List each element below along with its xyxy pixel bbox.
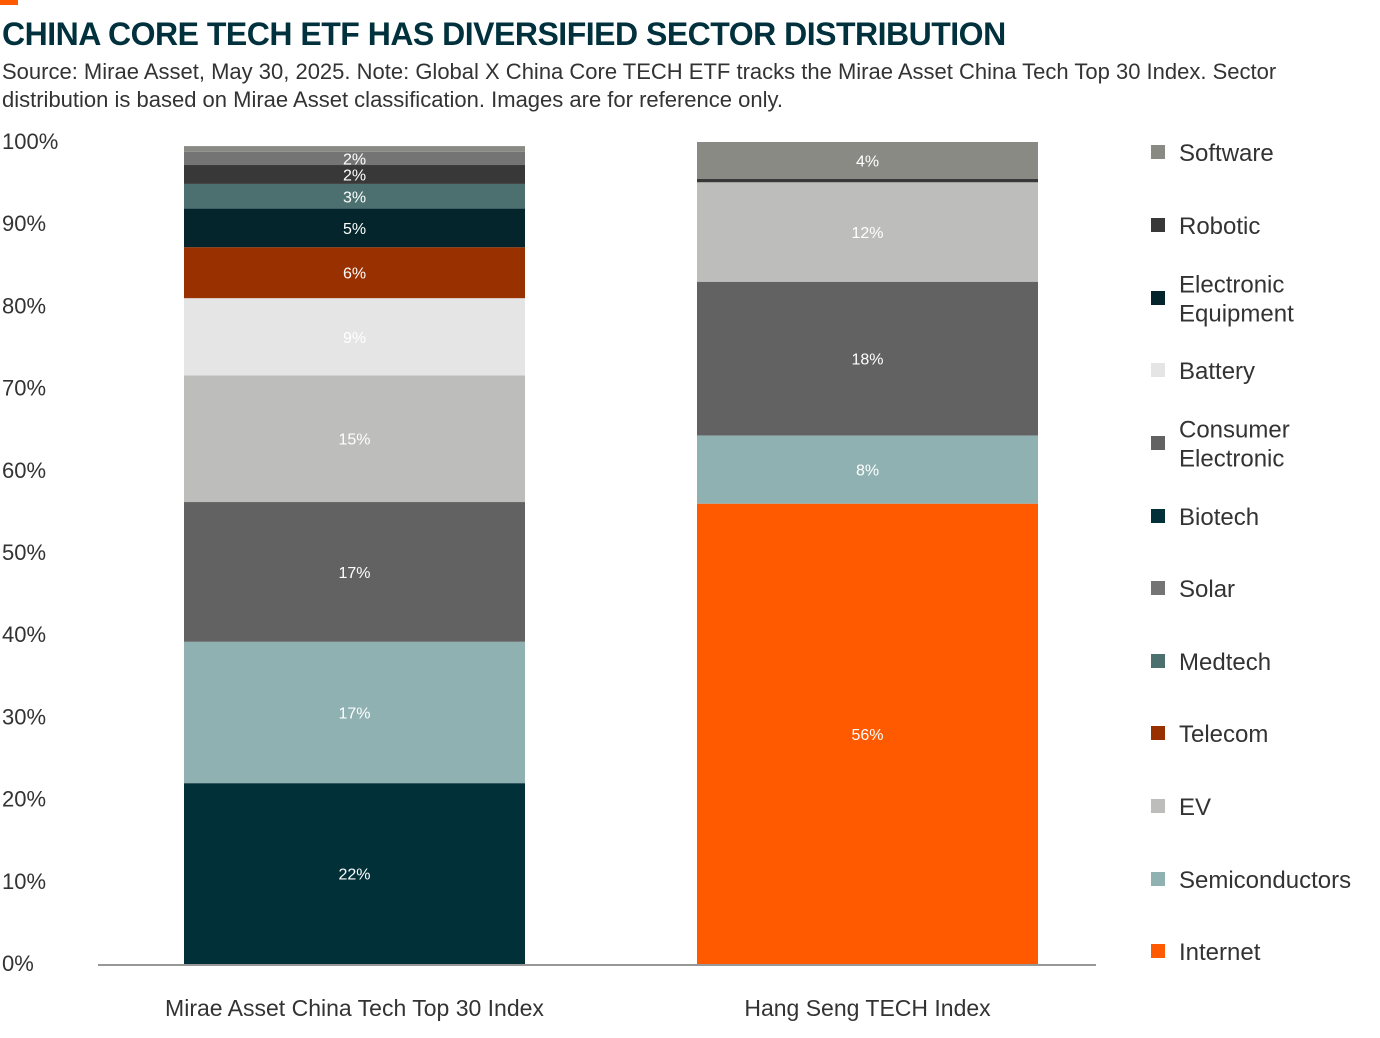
bar-stack: 22% 17% 17% 15% 9% 6% 5% 3% 2%2%	[184, 146, 525, 964]
legend-label: Medtech	[1179, 649, 1271, 676]
bar-segment-label: 17%	[338, 565, 370, 582]
legend-item: Battery	[1151, 358, 1255, 385]
bar-segment-label: 2%	[343, 151, 366, 168]
bar-segment-label: 3%	[343, 189, 366, 206]
legend-item: Solar	[1151, 576, 1235, 603]
bar-segment	[184, 641, 525, 784]
bar-segment-label: 18%	[851, 352, 883, 369]
bar-segment	[697, 182, 1038, 282]
y-tick-label: 30%	[2, 704, 46, 729]
bar-segment	[697, 435, 1038, 504]
bar-segment-label: 15%	[338, 432, 370, 449]
legend-label: Semiconductors	[1179, 867, 1351, 894]
legend: Software Robotic Electronic Equipment Batter…	[1151, 140, 1351, 966]
legend-label: Battery	[1179, 358, 1255, 385]
x-category-label: Mirae Asset China Tech Top 30 Index	[165, 995, 544, 1021]
bar-segment	[184, 247, 525, 299]
bar-segment-label: 6%	[343, 266, 366, 283]
y-tick-label: 70%	[2, 376, 46, 401]
legend-swatch	[1151, 145, 1165, 159]
y-tick-label: 0%	[2, 951, 34, 976]
legend-item: Software	[1151, 140, 1274, 167]
legend-item: Internet	[1151, 939, 1261, 966]
y-tick-label: 100%	[2, 129, 58, 154]
legend-label: Internet	[1179, 939, 1261, 966]
x-category-label: Hang Seng TECH Index	[744, 995, 991, 1021]
legend-swatch	[1151, 654, 1165, 668]
legend-swatch	[1151, 509, 1165, 523]
bar-segment-label: 22%	[338, 867, 370, 884]
bar-segment	[184, 783, 525, 964]
bar-segment-label: 5%	[343, 221, 366, 238]
legend-label: Biotech	[1179, 504, 1259, 531]
bar-segment	[184, 208, 525, 248]
y-tick-label: 40%	[2, 622, 46, 647]
bar-segment-label: 56%	[851, 727, 883, 744]
x-axis-labels: Mirae Asset China Tech Top 30 Index Hang …	[165, 995, 991, 1021]
y-tick-label: 60%	[2, 458, 46, 483]
legend-swatch	[1151, 872, 1165, 886]
bar-stack: 56% 8% 18% 12% 4%	[697, 142, 1038, 964]
bar-segment	[184, 298, 525, 376]
legend-item: Telecom	[1151, 721, 1268, 748]
bar-segment	[184, 146, 525, 152]
bar-segment-label: 2%	[343, 167, 366, 184]
bar-segment	[697, 142, 1038, 179]
bar-segment	[184, 502, 525, 642]
legend-label: EV	[1179, 794, 1211, 821]
y-tick-label: 10%	[2, 869, 46, 894]
bar-segment	[184, 151, 525, 166]
bar-segment-label: 8%	[856, 463, 879, 480]
legend-label: Consumer Electronic	[1179, 417, 1290, 473]
legend-swatch	[1151, 944, 1165, 958]
legend-item: EV	[1151, 794, 1211, 821]
legend-item: Medtech	[1151, 649, 1271, 676]
bars: 22% 17% 17% 15% 9% 6% 5% 3% 2%2% 56% 8% 18% 12% 4%	[184, 142, 1038, 964]
legend-label: Software	[1179, 140, 1274, 167]
chart-title: CHINA CORE TECH ETF HAS DIVERSIFIED SECT…	[2, 16, 1006, 52]
legend-item: Electronic Equipment	[1151, 272, 1294, 328]
y-tick-label: 80%	[2, 293, 46, 318]
legend-item: Robotic	[1151, 213, 1260, 240]
bar-segment-label: 17%	[338, 705, 370, 722]
y-tick-label: 50%	[2, 540, 46, 565]
legend-item: Biotech	[1151, 504, 1259, 531]
legend-swatch	[1151, 291, 1165, 305]
bar-segment-label: 4%	[856, 153, 879, 170]
bar-segment	[184, 183, 525, 209]
legend-swatch	[1151, 799, 1165, 813]
legend-swatch	[1151, 436, 1165, 450]
legend-item: Semiconductors	[1151, 867, 1351, 894]
bar-segment	[697, 503, 1038, 964]
bar-segment-label: 12%	[851, 225, 883, 242]
y-tick-label: 20%	[2, 787, 46, 812]
accent-bar	[0, 0, 18, 5]
y-axis-ticks: 0% 10% 20% 30% 40% 50% 60% 70% 80% 90% 100%	[2, 129, 58, 976]
legend-swatch	[1151, 363, 1165, 377]
legend-swatch	[1151, 218, 1165, 232]
bar-segment	[697, 178, 1038, 183]
bar-segment	[184, 375, 525, 503]
legend-label: Robotic	[1179, 213, 1260, 240]
bar-segment	[184, 165, 525, 184]
bar-segment-label: 9%	[343, 330, 366, 347]
legend-item: Consumer Electronic	[1151, 417, 1290, 473]
legend-label: Electronic Equipment	[1179, 272, 1294, 328]
legend-label: Solar	[1179, 576, 1235, 603]
y-tick-label: 90%	[2, 211, 46, 236]
bar-segment	[697, 281, 1038, 436]
legend-label: Telecom	[1179, 721, 1268, 748]
chart-subtitle: Source: Mirae Asset, May 30, 2025. Note:…	[2, 59, 1277, 112]
legend-swatch	[1151, 581, 1165, 595]
legend-swatch	[1151, 726, 1165, 740]
